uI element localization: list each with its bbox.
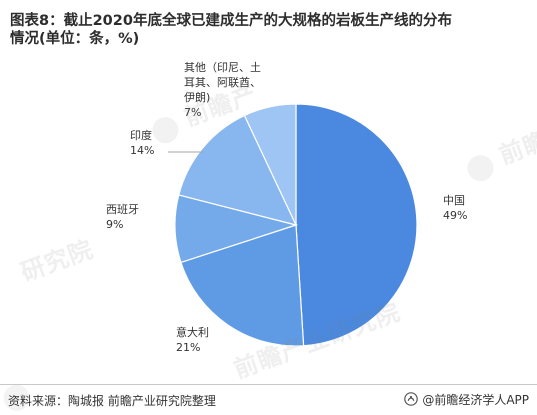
slice-value-label: 21% [176, 341, 200, 354]
pie-slice [295, 103, 418, 347]
slice-category-label: 其他（印尼、土 [184, 61, 261, 74]
pie-slice [243, 103, 297, 226]
slice-category-label: 中国 [443, 194, 465, 207]
qianzhan-logo-icon [404, 392, 419, 406]
slice-value-label: 14% [130, 144, 154, 157]
brand: @前瞻经济学人APP [404, 390, 529, 408]
slice-category-label: 西班牙 [106, 203, 139, 216]
slice-value-label: 7% [184, 106, 201, 119]
source-note: 资料来源：陶城报 前瞻产业研究院整理 [8, 394, 216, 408]
slice-category-label: 意大利 [176, 325, 209, 339]
slice-category-label: 伊朗) [184, 91, 210, 104]
slice-category-label: 耳其、阿联酋、 [184, 75, 261, 89]
brand-label: @前瞻经济学人APP [422, 392, 529, 407]
pie-slice [180, 224, 305, 347]
footer: 资料来源：陶城报 前瞻产业研究院整理 @前瞻经济学人APP [0, 384, 537, 415]
slice-value-label: 9% [106, 218, 123, 231]
slice-value-label: 49% [443, 209, 467, 222]
pie-slice [178, 114, 298, 226]
chart-title: 图表8：截止2020年底全球已建成生产的大规格的岩板生产线的分布 情况(单位：条… [10, 13, 452, 47]
slice-category-label: 印度 [130, 128, 152, 142]
footer-divider [0, 384, 537, 385]
